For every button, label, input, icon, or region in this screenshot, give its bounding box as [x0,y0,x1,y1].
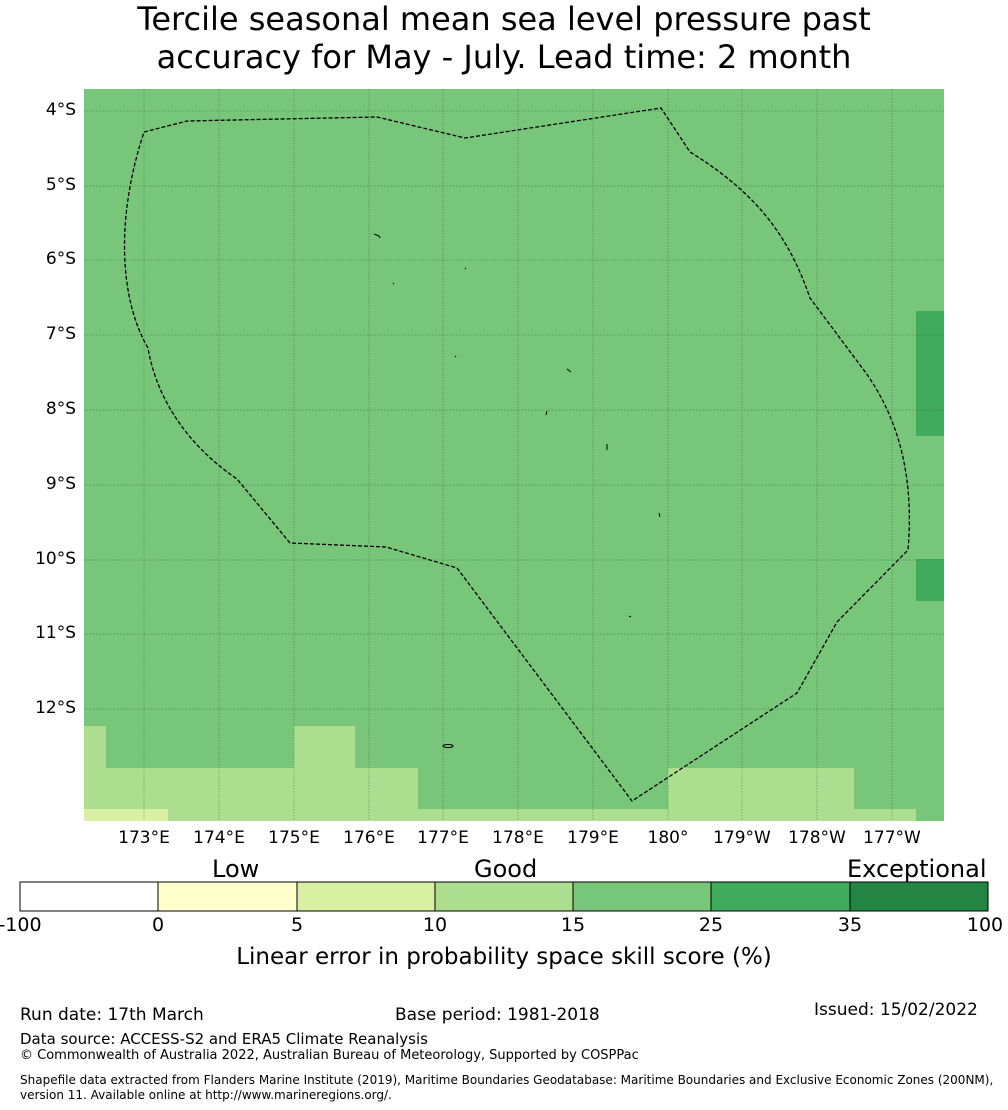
colorbar-tick-label: 0 [151,914,165,936]
longitude-label: 173°E [118,828,170,848]
colorbar-bin [572,881,712,912]
skill-field-10-15 [854,809,916,821]
colorbar-tick-label: 35 [837,914,863,936]
islands [373,233,661,748]
map-title-line-2: accuracy for May - July. Lead time: 2 mo… [156,38,852,76]
map-title-line-1: Tercile seasonal mean sea level pressure… [137,0,871,38]
colorbar [19,881,989,912]
latitude-label: 12°S [35,698,76,718]
skill-field-25-35 [916,311,944,436]
longitude-label: 177°E [417,828,469,848]
colorbar-tick-label: 100 [966,914,1004,936]
skill-field-10-15 [668,768,854,821]
skill-field-5-10 [84,809,168,821]
skill-field-10-15 [168,809,418,821]
longitude-label: 178°W [788,828,846,848]
longitude-label: 179°E [567,828,619,848]
island [566,368,572,373]
data-source: Data source: ACCESS-S2 and ERA5 Climate … [20,1030,428,1048]
legend-category-low: Low [212,855,260,883]
latitude-label: 8°S [45,399,76,419]
colorbar-tick-label: 10 [422,914,448,936]
latitude-label: 4°S [45,100,76,120]
skill-field-10-15 [84,726,106,768]
longitude-label: 174°E [193,828,245,848]
base-period: Base period: 1981-2018 [395,1005,600,1025]
colorbar-tick-label: 15 [560,914,586,936]
run-date: Run date: 17th March [20,1005,204,1025]
colorbar-bin [849,881,989,912]
island [545,410,548,416]
legend-category-good: Good [474,855,538,883]
latitude-label: 10°S [35,549,76,569]
colorbar-axis-label: Linear error in probability space skill … [236,944,772,970]
longitude-label: 176°E [343,828,395,848]
island [464,267,467,270]
island [454,355,457,358]
colorbar-bin [19,881,159,912]
skill-field-10-15 [84,768,294,809]
skill-field-10-15 [294,726,355,809]
graticule [84,89,944,821]
longitude-label: 180° [647,828,689,848]
colorbar-tick-label: 25 [698,914,724,936]
colorbar-tick-label: -100 [0,914,42,936]
island [658,512,661,518]
longitude-label: 178°E [492,828,544,848]
longitude-label: 179°W [713,828,771,848]
colorbar-tick-label: 5 [290,914,304,936]
copyright: © Commonwealth of Australia 2022, Austra… [20,1048,639,1063]
latitude-label: 5°S [45,175,76,195]
latitude-label: 9°S [45,474,76,494]
skill-field-10-15 [355,768,418,809]
island [373,233,381,239]
island [628,615,632,618]
longitude-label: 175°E [268,828,320,848]
longitude-label: 177°W [863,828,921,848]
colorbar-bin [296,881,436,912]
island [392,282,395,285]
latitude-label: 6°S [45,249,76,269]
colorbar-bin [710,881,851,912]
skill-field-10-15 [418,809,668,821]
skill-score-map [84,89,944,821]
skill-field-25-35 [916,559,944,601]
latitude-label: 11°S [35,623,76,643]
colorbar-bin [157,881,298,912]
issued-date: Issued: 15/02/2022 [814,1000,978,1020]
skill-field-15-25 [84,89,944,821]
island [442,744,454,748]
colorbar-bin [434,881,574,912]
shapefile-credit: Shapefile data extracted from Flanders M… [20,1073,994,1102]
legend-category-exceptional: Exceptional [847,855,987,883]
latitude-label: 7°S [45,324,76,344]
